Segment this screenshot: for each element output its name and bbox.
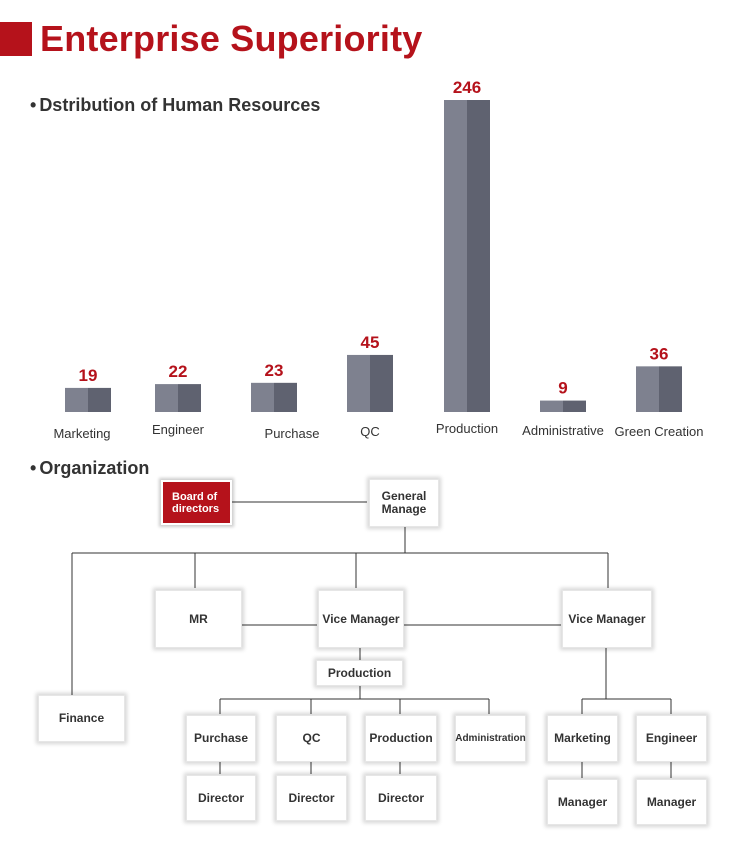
bullet-dot: • <box>30 95 37 115</box>
bar-left-face <box>444 100 467 412</box>
org-node-production-2: Production <box>365 715 437 762</box>
bar-production <box>444 100 490 412</box>
org-node-purchase: Purchase <box>186 715 256 762</box>
org-node-administration: Administration <box>455 715 526 762</box>
bar-marketing <box>65 387 111 412</box>
bar-administrative <box>540 400 586 412</box>
bar-right-face <box>370 354 393 412</box>
category-label: Administrative <box>522 423 604 438</box>
data-label: 9 <box>558 379 567 398</box>
category-label: QC <box>360 424 380 439</box>
org-node-manager-1: Manager <box>547 779 618 825</box>
bar-engineer <box>155 384 201 412</box>
section-organization-heading: • Organization <box>30 458 149 479</box>
org-node-marketing: Marketing <box>547 715 618 762</box>
bullet-dot: • <box>30 458 37 478</box>
org-node-mr: MR <box>155 590 242 648</box>
title-accent-bar <box>0 22 32 56</box>
section-distribution-label: Dstribution of Human Resources <box>39 95 321 115</box>
bar-right-face <box>274 382 297 412</box>
data-label: 22 <box>169 362 188 381</box>
category-label: Green Creation <box>615 424 704 439</box>
org-node-vice-manager-2: Vice Manager <box>562 590 652 648</box>
org-node-qc: QC <box>276 715 347 762</box>
org-node-board: Board of directors <box>161 480 232 525</box>
org-node-engineer: Engineer <box>636 715 707 762</box>
org-node-director-2: Director <box>276 775 347 821</box>
org-node-general-manage: General Manage <box>369 479 439 527</box>
bar-right-face <box>563 400 586 412</box>
data-label: 23 <box>265 361 284 380</box>
org-node-vice-manager-1: Vice Manager <box>318 590 404 648</box>
category-label: Production <box>436 421 498 436</box>
org-node-manager-2: Manager <box>636 779 707 825</box>
bar-left-face <box>251 382 274 412</box>
category-label: Marketing <box>53 426 110 441</box>
bar-chart: 19 Marketing 22 Engineer 23 Purchase 45 QC 246 Pr… <box>53 78 704 441</box>
bar-purchase <box>251 382 297 412</box>
data-label: 36 <box>650 344 669 363</box>
bar-left-face <box>540 400 563 412</box>
org-node-finance: Finance <box>38 695 125 742</box>
category-label: Purchase <box>265 426 320 441</box>
data-label: 19 <box>79 366 98 385</box>
bar-left-face <box>65 387 88 412</box>
bar-qc <box>347 354 393 412</box>
bar-right-face <box>178 384 201 412</box>
section-organization-label: Organization <box>39 458 150 478</box>
bar-green-creation <box>636 366 682 412</box>
org-node-director-1: Director <box>186 775 256 821</box>
bar-right-face <box>659 366 682 412</box>
category-label: Engineer <box>152 422 205 437</box>
data-label: 246 <box>453 78 481 97</box>
bar-left-face <box>155 384 178 412</box>
bar-right-face <box>88 387 111 412</box>
org-node-production: Production <box>316 660 403 686</box>
bar-left-face <box>347 354 370 412</box>
org-node-director-3: Director <box>365 775 437 821</box>
bar-right-face <box>467 100 490 412</box>
bar-left-face <box>636 366 659 412</box>
data-label: 45 <box>361 333 380 352</box>
page-title: Enterprise Superiority <box>40 18 423 59</box>
section-distribution-heading: • Dstribution of Human Resources <box>30 95 320 116</box>
